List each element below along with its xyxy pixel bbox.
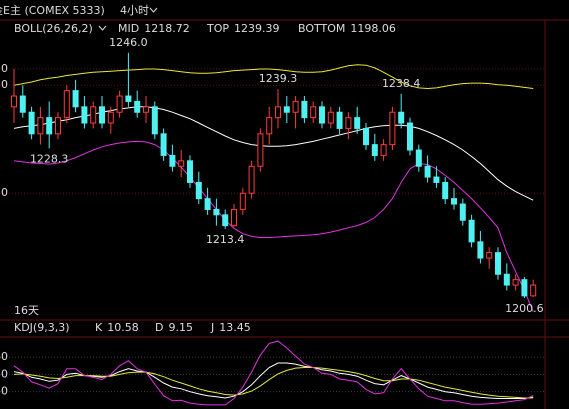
candle-body xyxy=(301,100,308,119)
y-tick-label: 80 xyxy=(0,350,8,363)
candle-body xyxy=(407,122,413,151)
candle-body xyxy=(503,273,510,286)
low-label: 1200.6 xyxy=(505,302,544,315)
candle-body xyxy=(266,117,273,135)
span-label: 16天 xyxy=(14,304,39,317)
candle-body xyxy=(275,106,281,119)
legend-name: TOP xyxy=(206,22,229,35)
candle-body xyxy=(415,149,422,167)
candle-body xyxy=(336,111,343,129)
candle-body xyxy=(187,160,193,183)
legend-name: D xyxy=(155,321,163,334)
legend-value: 9.15 xyxy=(168,321,193,334)
candle-body xyxy=(433,176,440,183)
candle-body xyxy=(521,279,528,297)
legend-name: MID xyxy=(118,22,139,35)
candle-body xyxy=(204,198,211,210)
legend-value: 1218.72 xyxy=(144,22,190,35)
indicator-line xyxy=(13,340,534,406)
candle-body xyxy=(459,203,466,221)
candle-body xyxy=(11,95,17,108)
low-label: 1213.4 xyxy=(206,233,245,246)
candle-body xyxy=(160,133,167,156)
candle-body xyxy=(530,284,537,297)
candle-body xyxy=(195,181,202,200)
candle-body xyxy=(283,106,290,113)
candle-body xyxy=(363,127,369,146)
period-selector[interactable]: 4小时 xyxy=(120,4,149,17)
candle-body xyxy=(19,95,26,113)
low-label: 1228.3 xyxy=(30,152,69,165)
candle-body xyxy=(310,106,317,119)
candle-body xyxy=(468,219,475,243)
candle-body xyxy=(125,95,132,102)
candle-body xyxy=(257,133,264,167)
high-label: 1246.0 xyxy=(109,36,148,49)
high-label: 1239.3 xyxy=(259,72,298,85)
candle-body xyxy=(424,165,431,178)
legend-name: J xyxy=(210,321,214,334)
candle-body xyxy=(231,208,237,227)
candle-body xyxy=(72,90,79,108)
candle-body xyxy=(512,279,519,286)
candle-body xyxy=(81,106,88,124)
candle-body xyxy=(451,198,457,205)
candle-body xyxy=(327,111,334,124)
candle-body xyxy=(354,117,361,129)
candle-body xyxy=(319,106,325,124)
legend-value: 1239.39 xyxy=(234,22,280,35)
candle-body xyxy=(248,165,255,194)
candle-body xyxy=(495,252,501,275)
legend-name: K xyxy=(95,321,103,334)
y-tick-label: 20 xyxy=(0,385,8,398)
y-tick-label: 1243.0 xyxy=(0,62,8,75)
indicator-line xyxy=(13,367,534,399)
candle-body xyxy=(28,111,35,135)
candle-body xyxy=(442,181,449,200)
candle-body xyxy=(90,106,97,124)
candle-body xyxy=(63,90,70,119)
candle-body xyxy=(178,160,185,167)
candle-body xyxy=(107,111,114,124)
candle-body xyxy=(99,106,105,124)
legend-value: 13.45 xyxy=(219,321,251,334)
candle-body xyxy=(37,117,44,135)
indicator-name[interactable]: BOLL(26,26,2) xyxy=(14,22,93,35)
candle-body xyxy=(380,144,387,156)
candle-body xyxy=(398,111,405,124)
y-tick-label: 1240.0 xyxy=(0,78,8,91)
candle-body xyxy=(143,106,149,113)
candle-body xyxy=(345,117,352,129)
high-label: 1238.4 xyxy=(382,77,421,90)
candle-body xyxy=(389,111,396,146)
instrument-title[interactable]: 金E主 (COMEX 5333) xyxy=(0,3,105,17)
candle-body xyxy=(134,100,141,113)
candle-body xyxy=(222,214,229,227)
legend-value: 1198.06 xyxy=(350,22,396,35)
candle-body xyxy=(486,252,493,259)
candle-body xyxy=(239,192,246,210)
indicator-line xyxy=(13,362,534,399)
candle-body xyxy=(55,117,61,135)
candle-body xyxy=(292,100,299,113)
chevron[interactable] xyxy=(98,25,107,31)
candle-body xyxy=(169,154,176,167)
indicator-line xyxy=(13,64,534,90)
y-tick-label: 50 xyxy=(0,367,8,380)
candle-body xyxy=(371,144,378,156)
legend-name: BOTTOM xyxy=(298,22,345,35)
candle-body xyxy=(116,95,123,113)
indicator-line xyxy=(13,140,534,312)
candle-body xyxy=(477,241,484,259)
candle-body xyxy=(151,106,158,135)
candle-body xyxy=(46,117,53,135)
chevron[interactable] xyxy=(149,7,158,13)
y-tick-label: 1220.0 xyxy=(0,186,8,199)
legend-value: 10.58 xyxy=(107,321,139,334)
indicator-name[interactable]: KDJ(9,3,3) xyxy=(14,321,70,334)
candle-body xyxy=(213,208,220,216)
